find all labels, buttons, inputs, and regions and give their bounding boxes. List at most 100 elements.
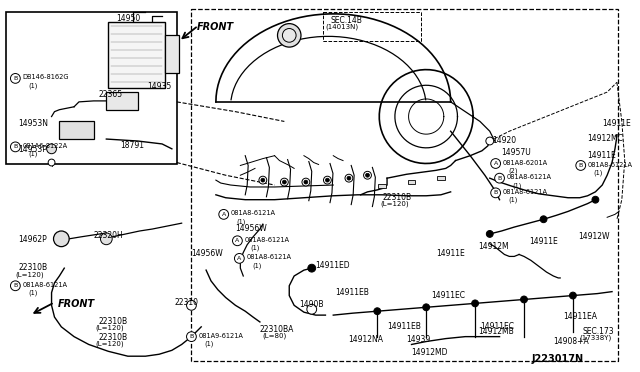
Text: B: B — [497, 176, 502, 181]
Text: (1): (1) — [28, 151, 38, 157]
Text: 22310: 22310 — [175, 298, 199, 307]
Text: 14939: 14939 — [406, 335, 431, 344]
Text: 081A8-6121A: 081A8-6121A — [246, 254, 291, 260]
Circle shape — [374, 308, 381, 315]
Bar — [437, 176, 445, 180]
Text: 22310B: 22310B — [99, 317, 127, 326]
Text: (1): (1) — [593, 169, 603, 176]
Text: B: B — [13, 283, 17, 288]
Circle shape — [520, 296, 527, 303]
Circle shape — [54, 231, 69, 247]
Circle shape — [219, 209, 228, 219]
Text: 1490B: 1490B — [299, 301, 324, 310]
Text: 14911E: 14911E — [602, 119, 631, 128]
Text: 14935: 14935 — [147, 82, 172, 91]
Text: (1): (1) — [28, 290, 38, 296]
Text: (L=120): (L=120) — [15, 271, 44, 278]
Circle shape — [232, 236, 243, 246]
Text: 14957U: 14957U — [502, 148, 531, 157]
Circle shape — [304, 180, 308, 184]
Text: 14950: 14950 — [116, 14, 140, 23]
Circle shape — [491, 158, 500, 169]
Text: SEC.14B: SEC.14B — [330, 16, 362, 25]
Text: 14911ED: 14911ED — [316, 261, 350, 270]
Text: (L=120): (L=120) — [95, 325, 124, 331]
Text: 14911EB: 14911EB — [387, 322, 421, 331]
Circle shape — [307, 304, 317, 314]
Text: 14912W: 14912W — [578, 232, 609, 241]
Bar — [408, 180, 415, 184]
Text: 14912MC: 14912MC — [588, 134, 623, 143]
Text: 14912NA: 14912NA — [348, 335, 383, 344]
Text: 22310B: 22310B — [19, 263, 47, 272]
Circle shape — [261, 178, 265, 182]
Circle shape — [186, 301, 196, 310]
Text: (17338Y): (17338Y) — [580, 335, 612, 341]
Text: (1): (1) — [252, 262, 262, 269]
Text: B: B — [493, 190, 498, 195]
Text: 22365: 22365 — [99, 90, 123, 99]
Circle shape — [47, 144, 56, 154]
Circle shape — [10, 142, 20, 152]
Text: (1): (1) — [508, 197, 518, 203]
Circle shape — [365, 173, 369, 177]
Text: SEC.173: SEC.173 — [582, 327, 614, 336]
Text: 14956W: 14956W — [236, 224, 267, 233]
Text: B: B — [189, 334, 193, 339]
Text: (L=80): (L=80) — [263, 333, 287, 339]
Text: 14920: 14920 — [492, 136, 516, 145]
Circle shape — [280, 178, 288, 186]
Bar — [378, 184, 386, 188]
Text: 081A8-6121A: 081A8-6121A — [502, 189, 547, 195]
Text: FRONT: FRONT — [196, 22, 234, 32]
Text: 081A8-6121A: 081A8-6121A — [22, 282, 67, 288]
Bar — [106, 92, 138, 110]
Text: 081A9-6121A: 081A9-6121A — [198, 333, 243, 339]
Text: 22310B: 22310B — [382, 193, 412, 202]
Circle shape — [576, 161, 586, 170]
Text: (1): (1) — [204, 340, 214, 347]
Circle shape — [10, 74, 20, 83]
Text: B: B — [13, 76, 17, 81]
Bar — [108, 22, 165, 88]
Circle shape — [48, 159, 55, 166]
Text: 14911EC: 14911EC — [431, 291, 465, 300]
Circle shape — [540, 216, 547, 223]
Text: 14953P: 14953P — [19, 145, 47, 154]
Text: (1): (1) — [28, 82, 38, 89]
Text: 14911EB: 14911EB — [335, 288, 369, 297]
Text: 081A8-6121A: 081A8-6121A — [230, 211, 276, 217]
Text: A: A — [236, 238, 239, 243]
Text: B: B — [13, 144, 17, 150]
Circle shape — [347, 176, 351, 180]
Circle shape — [486, 137, 493, 145]
Text: 081A8-6121A: 081A8-6121A — [506, 174, 552, 180]
Text: 14908+A: 14908+A — [554, 337, 589, 346]
Circle shape — [423, 304, 429, 311]
Text: 14912M: 14912M — [478, 242, 509, 251]
Bar — [60, 121, 93, 139]
Circle shape — [259, 176, 267, 184]
Bar — [191, 9, 618, 361]
Circle shape — [282, 180, 286, 184]
Circle shape — [323, 176, 332, 184]
Text: 18791: 18791 — [120, 141, 144, 150]
Circle shape — [345, 174, 353, 182]
Text: (2): (2) — [508, 167, 518, 174]
Text: 14912MB: 14912MB — [478, 327, 514, 336]
Text: 081A6-8122A: 081A6-8122A — [22, 143, 67, 149]
Text: 22310B: 22310B — [99, 333, 127, 342]
Text: 22320H: 22320H — [93, 231, 124, 240]
Text: 14911E: 14911E — [588, 151, 616, 160]
Circle shape — [308, 264, 316, 272]
Circle shape — [325, 178, 330, 182]
Text: 14953N: 14953N — [19, 119, 48, 128]
Text: (1): (1) — [512, 182, 522, 189]
Text: DB146-8162G: DB146-8162G — [22, 74, 68, 80]
Circle shape — [10, 281, 20, 291]
Circle shape — [302, 178, 310, 186]
Text: A: A — [237, 256, 241, 261]
Circle shape — [495, 173, 504, 183]
Bar — [323, 12, 421, 41]
Text: A: A — [493, 161, 498, 166]
